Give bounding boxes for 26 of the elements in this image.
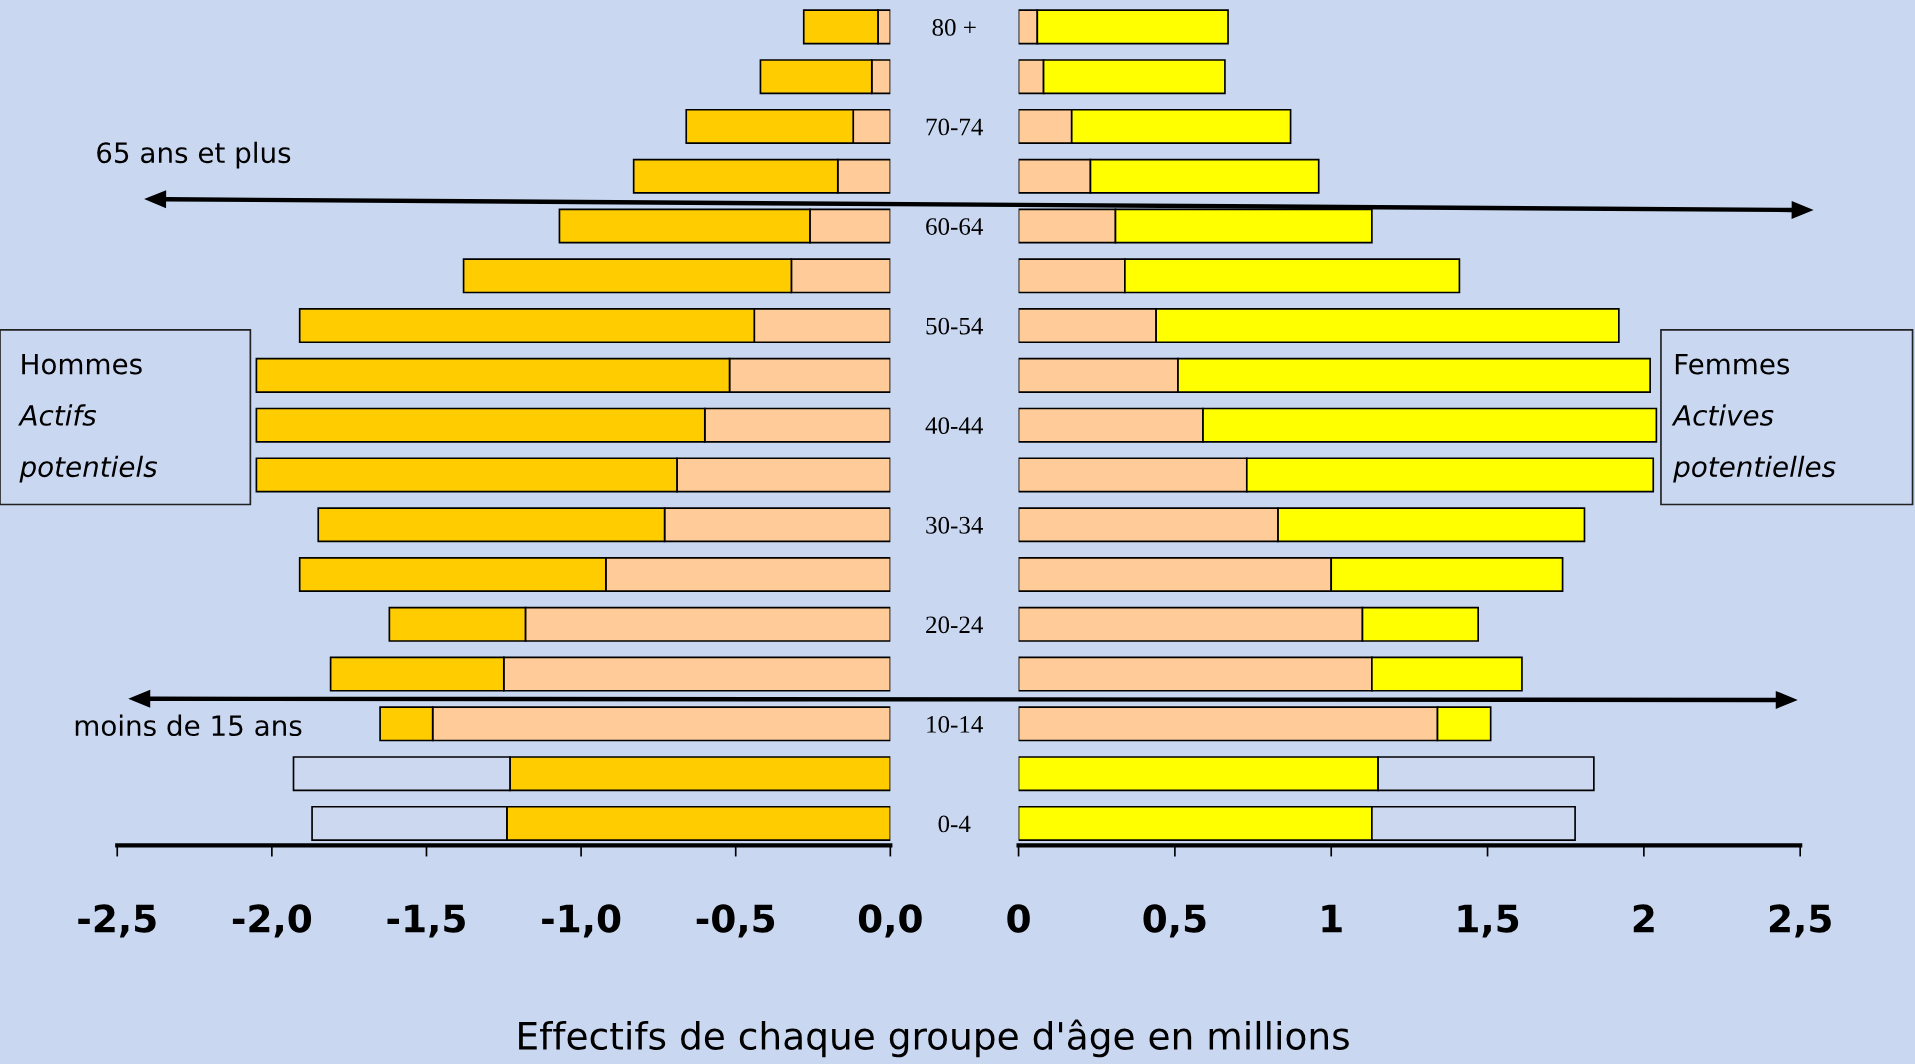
x-tick-label: 0,5 [1143, 904, 1206, 938]
y-tick-label: 10-14 [927, 715, 983, 733]
y-tick-label: 70-74 [926, 118, 983, 136]
x-tick-label: -2,5 [78, 904, 156, 938]
y-tick-label: 60-64 [926, 218, 983, 235]
annotation: moins de 15 ans [75, 714, 302, 737]
y-tick-label: 80 + [932, 18, 976, 36]
y-tick-label: 40-44 [925, 417, 983, 435]
annotation: Femmes Actives potentielles [1671, 353, 1836, 483]
x-axis-title: Effectifs de chaque groupe d'âge en millions [519, 1019, 1349, 1058]
y-tick-label: 0-4 [938, 815, 971, 833]
x-tick-label: 1,5 [1458, 904, 1519, 938]
annotation: Hommes Actifs potentiels [18, 353, 158, 483]
y-tick-label: 20-24 [926, 616, 983, 634]
x-tick-label: 2,5 [1769, 904, 1831, 938]
x-tick-label: -0,5 [696, 904, 775, 938]
y-tick-label: 50-54 [926, 317, 983, 335]
x-tick-label: 0,0 [858, 904, 922, 938]
annotation: 65 ans et plus [97, 141, 291, 169]
x-tick-label: -2,0 [232, 904, 312, 938]
x-tick-label: 2 [1633, 904, 1654, 933]
x-tick-label: -1,5 [387, 904, 465, 938]
x-tick-label: 0 [1007, 904, 1030, 933]
y-tick-label: 30-34 [926, 516, 983, 534]
x-tick-label: 1 [1322, 904, 1342, 933]
x-tick-label: -1,0 [542, 904, 621, 938]
